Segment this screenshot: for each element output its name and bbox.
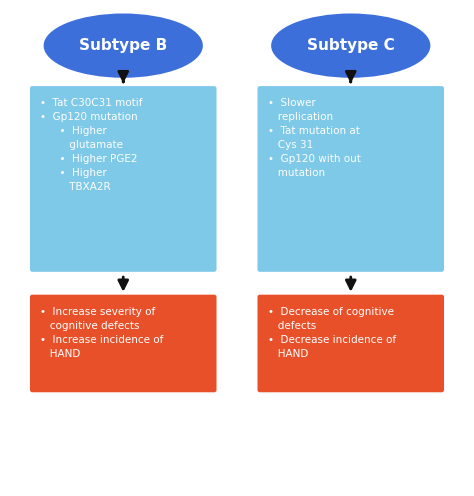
Text: •  Increase severity of
   cognitive defects
•  Increase incidence of
   HAND: • Increase severity of cognitive defects… (40, 307, 164, 359)
FancyBboxPatch shape (30, 86, 217, 272)
Text: Subtype B: Subtype B (79, 38, 167, 53)
Text: •  Slower
   replication
•  Tat mutation at
   Cys 31
•  Gp120 with out
   mutat: • Slower replication • Tat mutation at C… (268, 98, 361, 178)
FancyBboxPatch shape (30, 295, 217, 392)
Text: •  Decrease of cognitive
   defects
•  Decrease incidence of
   HAND: • Decrease of cognitive defects • Decrea… (268, 307, 396, 359)
Ellipse shape (271, 13, 430, 78)
FancyBboxPatch shape (257, 295, 444, 392)
Text: •  Tat C30C31 motif
•  Gp120 mutation
      •  Higher
         glutamate
      •: • Tat C30C31 motif • Gp120 mutation • Hi… (40, 98, 143, 192)
Ellipse shape (44, 13, 203, 78)
Text: Subtype C: Subtype C (307, 38, 395, 53)
FancyBboxPatch shape (257, 86, 444, 272)
